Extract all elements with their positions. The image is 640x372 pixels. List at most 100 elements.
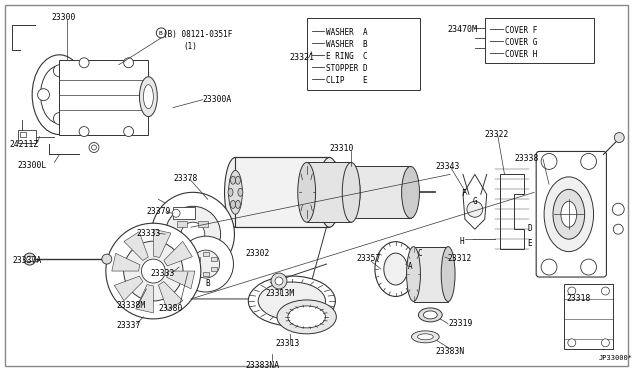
Text: WASHER  A: WASHER A [326, 28, 368, 37]
Ellipse shape [441, 247, 455, 301]
Circle shape [124, 126, 134, 137]
Ellipse shape [419, 308, 442, 322]
Bar [203, 272, 209, 276]
Circle shape [79, 58, 89, 68]
Circle shape [181, 222, 205, 246]
Bar [236, 157, 330, 227]
Polygon shape [463, 174, 486, 229]
Circle shape [612, 203, 624, 215]
Circle shape [69, 89, 81, 101]
Text: 23379: 23379 [147, 207, 171, 216]
Text: 23333: 23333 [136, 229, 161, 238]
Circle shape [541, 259, 557, 275]
Circle shape [124, 58, 134, 68]
Bar [194, 257, 200, 261]
Ellipse shape [375, 242, 417, 296]
Text: C: C [417, 249, 422, 258]
Text: 23302: 23302 [245, 249, 269, 258]
Polygon shape [136, 285, 154, 313]
Ellipse shape [298, 163, 316, 222]
Ellipse shape [342, 166, 360, 218]
Polygon shape [500, 174, 524, 249]
Circle shape [186, 269, 192, 275]
Text: 23383NA: 23383NA [245, 361, 280, 370]
FancyBboxPatch shape [536, 151, 607, 277]
Circle shape [614, 132, 624, 142]
Circle shape [467, 201, 483, 217]
Text: A: A [408, 262, 412, 271]
Circle shape [89, 142, 99, 153]
Circle shape [172, 209, 180, 217]
Text: COVER F: COVER F [504, 26, 537, 35]
Ellipse shape [424, 311, 437, 319]
Text: STOPPER D: STOPPER D [326, 64, 368, 73]
Circle shape [613, 224, 623, 234]
Text: 23338: 23338 [515, 154, 539, 163]
Bar [211, 267, 218, 271]
Circle shape [124, 241, 183, 301]
Circle shape [79, 126, 89, 137]
Text: 23333: 23333 [150, 269, 175, 278]
Bar [564, 284, 613, 349]
Bar [307, 163, 351, 222]
Ellipse shape [230, 176, 236, 184]
Circle shape [24, 253, 36, 265]
Text: CLIP    E: CLIP E [326, 76, 368, 85]
Bar [198, 221, 209, 227]
Text: D: D [527, 224, 532, 233]
Ellipse shape [230, 201, 236, 208]
Circle shape [92, 145, 97, 150]
Bar [194, 267, 200, 271]
Ellipse shape [40, 66, 78, 124]
Ellipse shape [238, 188, 243, 196]
Polygon shape [112, 253, 140, 271]
Ellipse shape [406, 247, 420, 301]
Ellipse shape [553, 189, 585, 239]
Circle shape [27, 256, 33, 262]
Bar [177, 221, 188, 227]
Text: 23318: 23318 [567, 294, 591, 303]
Text: H: H [459, 237, 463, 246]
Ellipse shape [143, 85, 154, 109]
Ellipse shape [384, 253, 408, 285]
Circle shape [568, 339, 576, 347]
Text: F: F [461, 189, 466, 198]
Circle shape [568, 287, 576, 295]
Ellipse shape [544, 177, 593, 251]
Circle shape [580, 154, 596, 169]
Ellipse shape [140, 77, 157, 116]
Text: 23300A: 23300A [203, 94, 232, 104]
Text: 23338M: 23338M [116, 301, 146, 310]
Text: 23383N: 23383N [435, 347, 465, 356]
Text: 23300L: 23300L [18, 161, 47, 170]
Circle shape [151, 192, 234, 276]
Bar [185, 267, 199, 277]
Text: 24211Z: 24211Z [10, 140, 39, 148]
Circle shape [106, 223, 201, 319]
Ellipse shape [236, 201, 241, 208]
Ellipse shape [236, 176, 241, 184]
Text: G: G [473, 197, 477, 206]
Circle shape [156, 28, 166, 38]
Text: (B) 08121-0351F: (B) 08121-0351F [163, 30, 232, 39]
Circle shape [102, 254, 112, 264]
Bar [307, 18, 420, 90]
Ellipse shape [417, 334, 433, 340]
Ellipse shape [412, 331, 439, 343]
Text: COVER G: COVER G [504, 38, 537, 47]
Text: WASHER  B: WASHER B [326, 40, 368, 49]
Text: 23357: 23357 [356, 254, 381, 263]
Polygon shape [154, 229, 171, 257]
Bar [198, 242, 209, 248]
Polygon shape [115, 276, 143, 301]
Circle shape [178, 236, 234, 292]
Circle shape [53, 113, 65, 125]
Polygon shape [164, 241, 193, 266]
Bar [177, 242, 188, 248]
Text: 23337: 23337 [116, 321, 141, 330]
Bar [18, 129, 36, 144]
Circle shape [541, 154, 557, 169]
Ellipse shape [228, 170, 243, 214]
Ellipse shape [277, 300, 337, 334]
Circle shape [141, 259, 165, 283]
